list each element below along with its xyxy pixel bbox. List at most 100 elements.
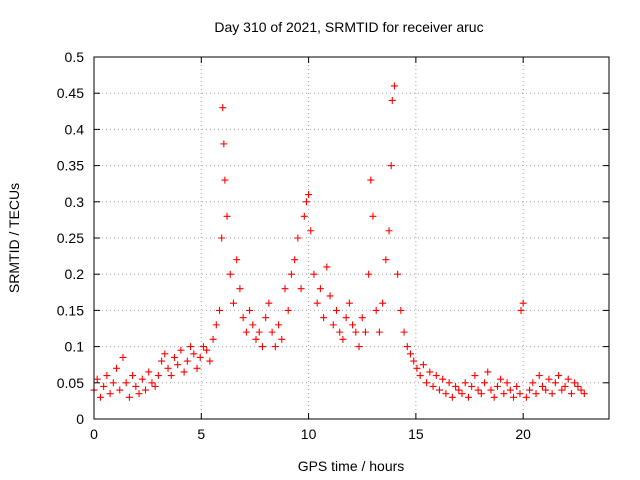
data-point	[310, 270, 318, 278]
data-point	[367, 176, 375, 184]
data-point	[148, 379, 156, 387]
data-point	[246, 306, 254, 314]
data-point	[400, 328, 408, 336]
data-point	[242, 328, 250, 336]
data-point	[190, 350, 198, 358]
data-point	[558, 386, 566, 394]
data-point	[265, 299, 273, 307]
data-point	[516, 390, 524, 398]
data-point	[426, 368, 434, 376]
data-point	[555, 372, 563, 380]
y-tick-label: 0	[76, 411, 84, 427]
data-point	[519, 299, 527, 307]
data-point	[307, 227, 315, 235]
data-point	[358, 314, 366, 322]
data-point	[129, 372, 137, 380]
data-point	[379, 299, 387, 307]
data-point	[429, 382, 437, 390]
data-point	[510, 393, 518, 401]
y-tick-label: 0.5	[65, 49, 85, 65]
data-point	[106, 390, 114, 398]
data-point	[464, 393, 472, 401]
data-point	[574, 382, 582, 390]
data-point	[388, 96, 396, 104]
data-points	[90, 82, 588, 401]
data-point	[336, 328, 344, 336]
data-point	[113, 364, 121, 372]
data-point	[132, 382, 140, 390]
data-point	[135, 390, 143, 398]
data-point	[500, 390, 508, 398]
data-point	[239, 314, 247, 322]
data-point	[252, 335, 260, 343]
data-point	[287, 270, 295, 278]
data-point	[535, 372, 543, 380]
chart-title: Day 310 of 2021, SRMTID for receiver aru…	[214, 19, 483, 35]
data-point	[170, 353, 178, 361]
data-point	[268, 328, 276, 336]
data-point	[218, 234, 226, 242]
data-point	[542, 386, 550, 394]
data-point	[271, 343, 279, 351]
data-point	[209, 335, 217, 343]
data-point	[305, 191, 313, 199]
data-point	[291, 256, 299, 264]
data-point	[410, 357, 418, 365]
data-point	[468, 382, 476, 390]
data-point	[564, 375, 572, 383]
data-point	[206, 357, 214, 365]
data-point	[187, 343, 195, 351]
data-point	[506, 386, 514, 394]
data-point	[125, 393, 133, 401]
data-point	[517, 306, 525, 314]
data-point	[387, 162, 395, 170]
data-point	[103, 372, 111, 380]
data-point	[258, 343, 266, 351]
data-point	[93, 375, 101, 383]
y-tick-label: 0.25	[57, 230, 84, 246]
plot-frame	[93, 56, 610, 420]
y-tick-label: 0.05	[57, 375, 84, 391]
data-point	[439, 375, 447, 383]
y-axis-label: SRMTID / TECUs	[6, 183, 22, 293]
data-point	[199, 343, 207, 351]
data-point	[122, 379, 130, 387]
data-point	[221, 176, 229, 184]
data-point	[352, 328, 360, 336]
data-point	[297, 285, 305, 293]
data-point	[316, 285, 324, 293]
data-point	[345, 299, 353, 307]
data-point	[320, 314, 328, 322]
data-point	[332, 306, 340, 314]
data-point	[458, 390, 466, 398]
data-point	[413, 364, 421, 372]
data-point	[577, 386, 585, 394]
data-point	[419, 361, 427, 369]
data-point	[116, 386, 124, 394]
data-point	[513, 382, 521, 390]
data-point	[423, 379, 431, 387]
data-point	[255, 328, 263, 336]
data-point	[100, 382, 108, 390]
data-point	[490, 393, 498, 401]
data-point	[484, 368, 492, 376]
data-point	[382, 256, 390, 264]
data-point	[223, 212, 231, 220]
data-point	[487, 386, 495, 394]
data-point	[281, 285, 289, 293]
data-point	[432, 372, 440, 380]
data-point	[375, 328, 383, 336]
data-point	[203, 346, 211, 354]
data-point	[452, 382, 460, 390]
data-point	[372, 306, 380, 314]
data-point	[326, 292, 334, 300]
data-point	[548, 390, 556, 398]
data-point	[249, 321, 257, 329]
data-point	[474, 386, 482, 394]
data-point	[349, 321, 357, 329]
data-point	[435, 386, 443, 394]
data-point	[174, 361, 182, 369]
data-point	[442, 390, 450, 398]
data-point	[329, 321, 337, 329]
